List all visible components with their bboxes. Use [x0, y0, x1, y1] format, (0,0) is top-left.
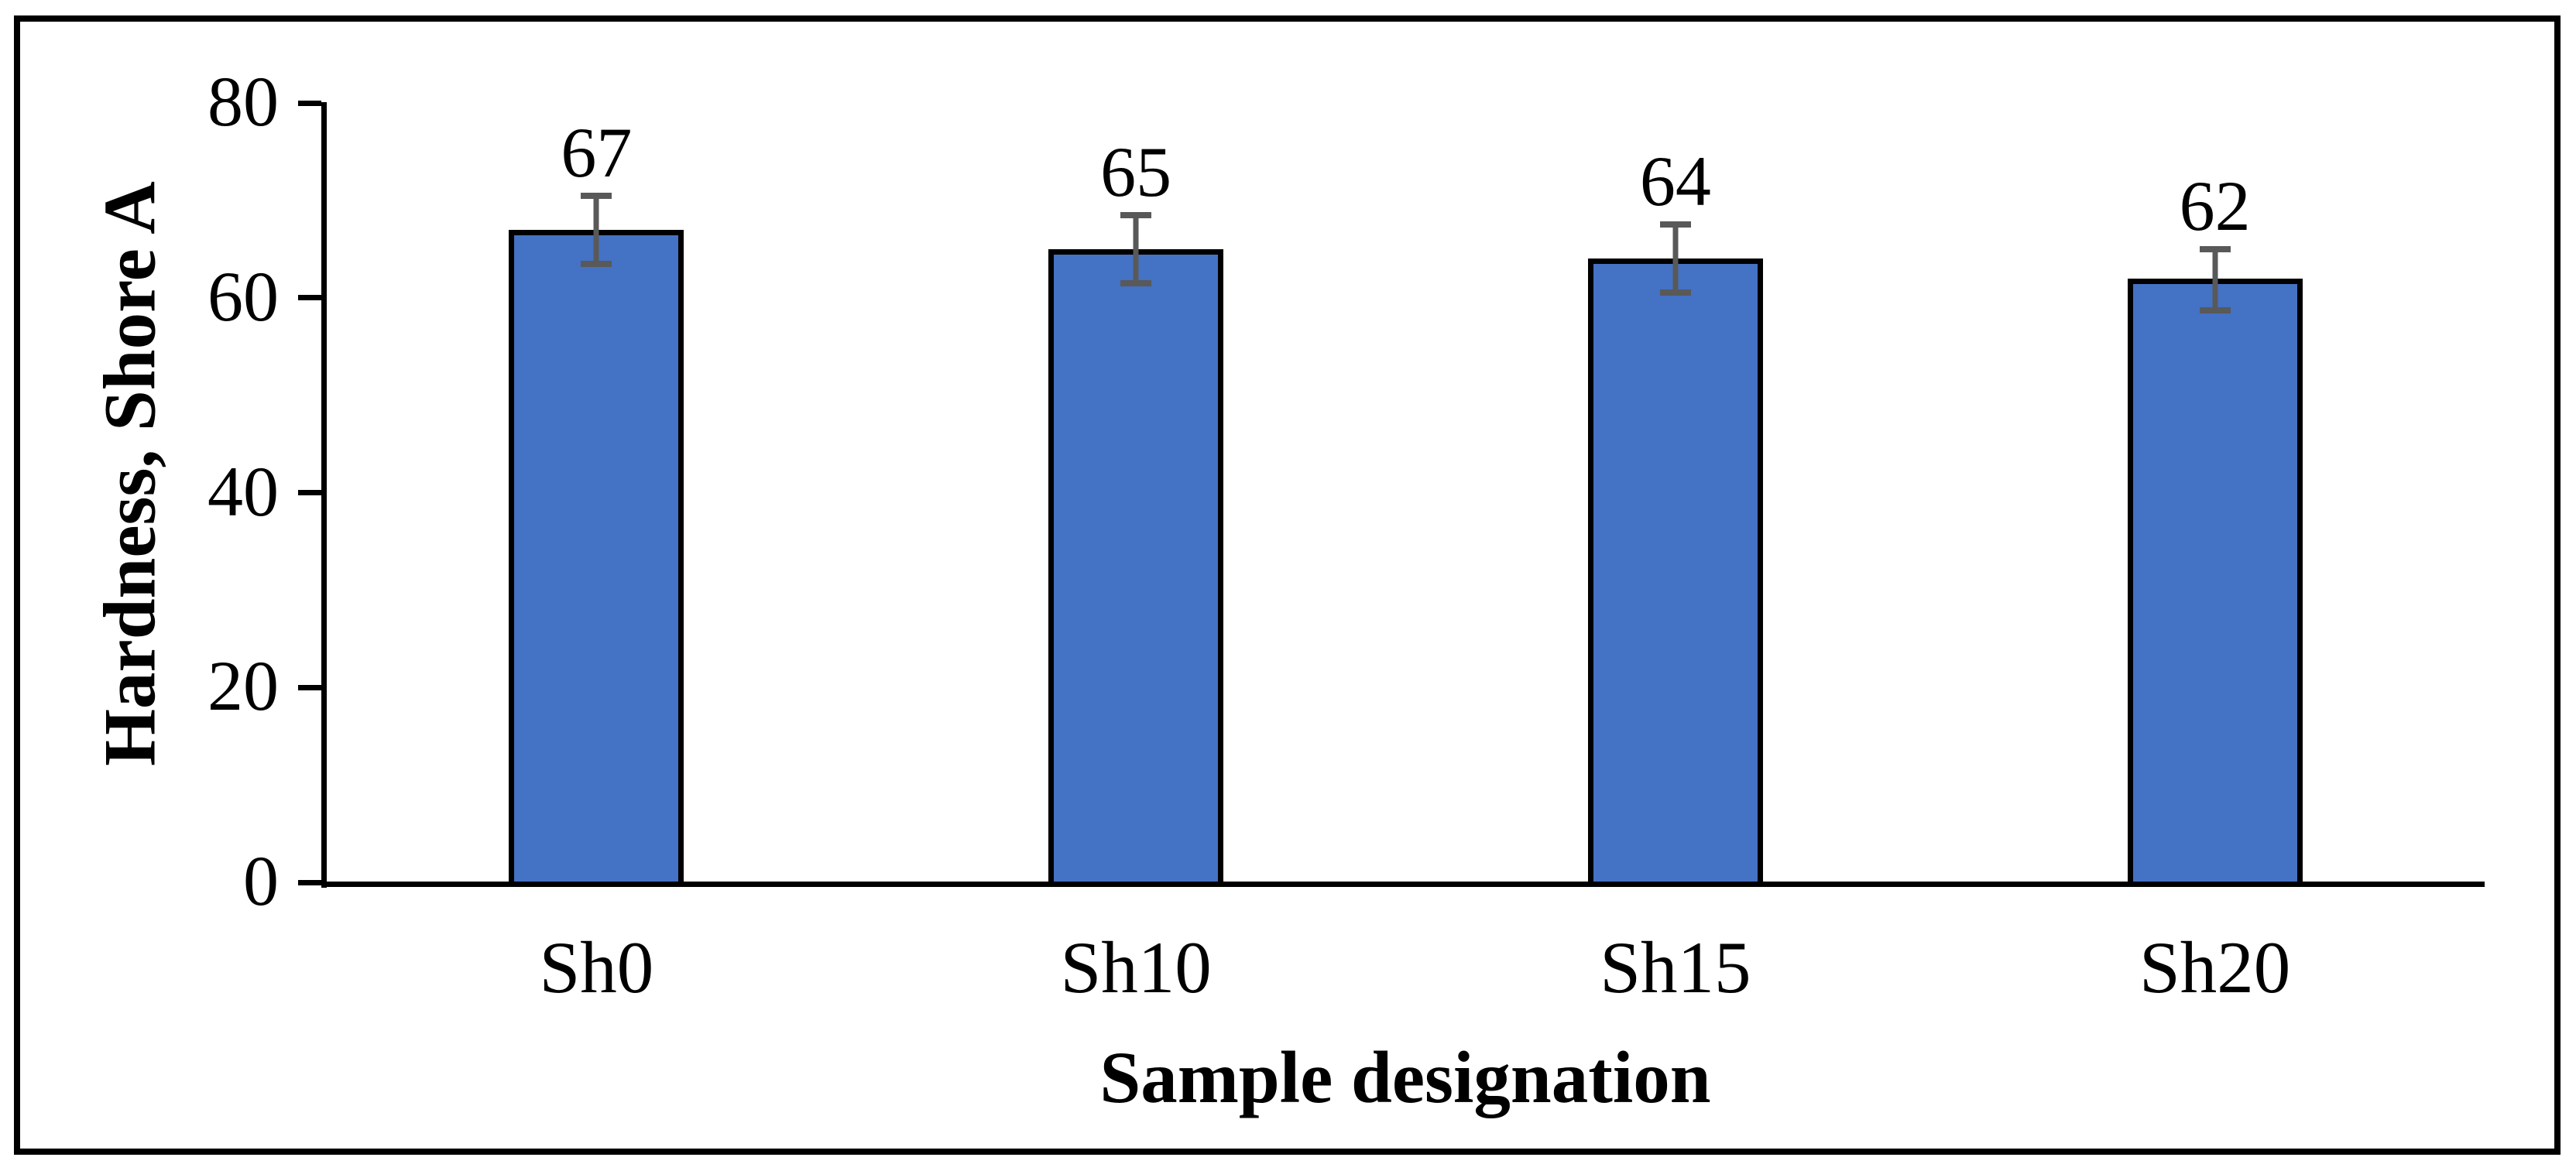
- category-label-Sh10: Sh10: [1060, 926, 1212, 1008]
- y-tick-label: 0: [243, 841, 279, 921]
- error-bar: [593, 195, 599, 264]
- bar-value-label: 65: [1100, 132, 1172, 211]
- bar-value-label: 67: [561, 112, 633, 192]
- category-label-Sh20: Sh20: [2139, 926, 2291, 1008]
- y-tick-label: 40: [208, 451, 279, 531]
- error-bar-top-cap: [1120, 211, 1152, 218]
- error-bar: [1672, 224, 1679, 293]
- y-axis-tick: [298, 879, 321, 885]
- error-bar: [2212, 248, 2218, 311]
- y-tick-label: 20: [208, 646, 279, 726]
- figure-border: [14, 15, 2561, 1155]
- bar-Sh0: [509, 229, 684, 882]
- x-axis-title: Sample designation: [1099, 1036, 1711, 1118]
- error-bar-top-cap: [1659, 221, 1691, 228]
- y-tick-label: 80: [208, 62, 279, 142]
- error-bar-top-cap: [2199, 245, 2231, 252]
- y-axis-tick: [298, 100, 321, 106]
- bar-Sh10: [1048, 248, 1224, 882]
- error-bar-bottom-cap: [1120, 279, 1152, 286]
- bar-Sh20: [2127, 278, 2303, 882]
- x-axis-line: [321, 882, 2485, 887]
- bar-Sh15: [1587, 259, 1763, 882]
- y-axis-title: Hardness, Shore A: [88, 181, 171, 766]
- error-bar-bottom-cap: [1659, 289, 1691, 296]
- error-bar-bottom-cap: [581, 260, 612, 267]
- y-axis-tick: [298, 684, 321, 690]
- y-axis-tick: [298, 490, 321, 495]
- bar-value-label: 62: [2179, 166, 2251, 245]
- error-bar: [1133, 214, 1139, 283]
- error-bar-top-cap: [581, 192, 612, 199]
- y-tick-label: 60: [208, 256, 279, 336]
- error-bar-bottom-cap: [2199, 307, 2231, 314]
- y-axis-tick: [298, 295, 321, 301]
- bar-value-label: 64: [1639, 142, 1711, 221]
- y-axis-line: [321, 102, 327, 888]
- category-label-Sh15: Sh15: [1600, 926, 1751, 1008]
- category-label-Sh0: Sh0: [539, 926, 654, 1008]
